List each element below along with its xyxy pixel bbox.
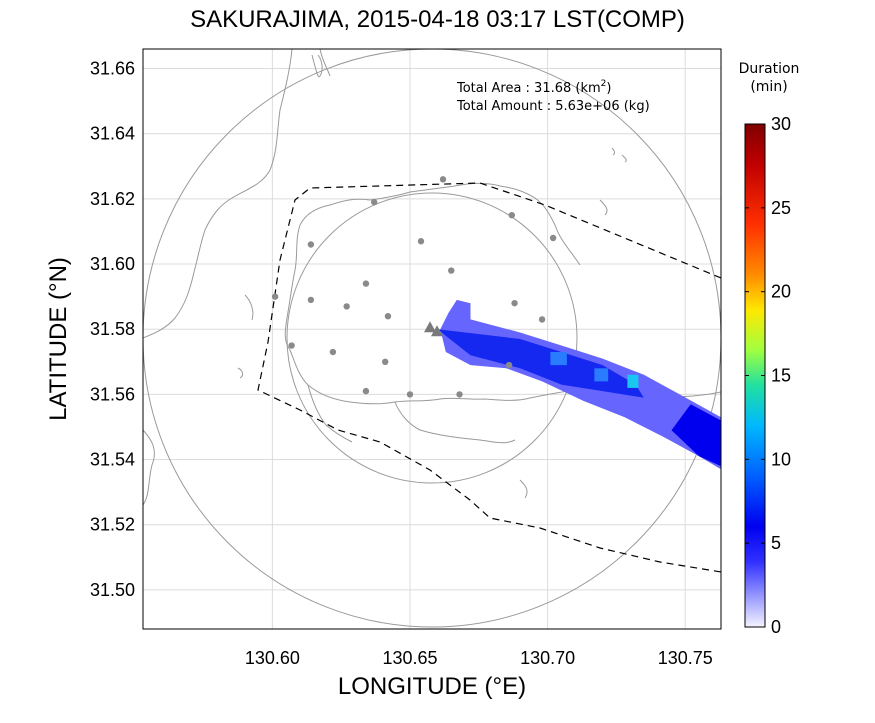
ash-plume	[437, 299, 721, 470]
station-dot	[329, 348, 337, 356]
colorbar-ticks: 30 25 20 15 10 5 0	[745, 114, 791, 637]
colorbar: Duration (min) 30 25 20 15 10 5 0	[739, 61, 800, 637]
y-tick-label: 31.52	[90, 515, 135, 535]
station-dot	[288, 342, 295, 349]
vent-triangle	[424, 321, 436, 333]
x-tick-label: 130.60	[245, 648, 300, 668]
y-tick-label: 31.58	[90, 319, 135, 339]
x-axis-label: LONGITUDE (°E)	[338, 673, 526, 700]
domain-boundary	[257, 182, 721, 573]
colorbar-tick-label: 25	[771, 198, 791, 218]
vent-marker	[424, 321, 443, 337]
vent-triangle	[431, 325, 443, 337]
y-tick-label: 31.50	[90, 580, 135, 600]
station-dot	[549, 234, 557, 242]
x-tick-label: 130.70	[520, 648, 575, 668]
inner-range-circle	[286, 192, 578, 484]
y-tick-label: 31.60	[90, 254, 135, 274]
plume-cell	[594, 368, 609, 382]
plot-frame	[142, 48, 722, 630]
colorbar-title: Duration	[739, 61, 800, 77]
colorbar-tick-label: 30	[771, 114, 791, 134]
total-amount-text: Total Amount : 5.63e+06 (kg)	[456, 99, 650, 114]
y-tick-label: 31.56	[90, 384, 135, 404]
station-dot	[439, 176, 447, 183]
colorbar-tick-label: 15	[771, 366, 791, 386]
station-dot	[511, 299, 518, 307]
station-dot	[271, 293, 279, 300]
outer-range-circle	[143, 49, 721, 628]
colorbar-tick-label: 0	[771, 617, 781, 637]
x-tick-label: 130.65	[382, 648, 437, 668]
y-tick-label: 31.66	[90, 59, 135, 79]
station-dot	[307, 241, 315, 248]
colorbar-tick-label: 10	[771, 449, 791, 469]
plume-cell	[671, 404, 721, 467]
station-dot	[382, 358, 389, 366]
x-tick-labels: 130.60 130.65 130.70 130.75	[245, 648, 713, 668]
y-tick-labels: 31.66 31.64 31.62 31.60 31.58 31.56 31.54 31.52…	[90, 59, 135, 600]
coastline	[143, 49, 721, 506]
plume-cell	[627, 374, 639, 388]
plume-cell	[437, 329, 644, 398]
station-dot	[307, 296, 315, 304]
total-area-text: Total Area : 31.68 (km2)	[456, 79, 611, 96]
station-dot	[406, 391, 414, 398]
station-dot	[384, 312, 392, 320]
station-dot	[343, 303, 350, 310]
station-dot	[508, 211, 516, 219]
station-dot	[538, 316, 546, 323]
stats-box: Total Area : 31.68 (km2) Total Amount : …	[456, 79, 650, 114]
page-title: SAKURAJIMA, 2015-04-18 03:17 LST(COMP)	[190, 6, 685, 33]
y-axis-label: LATITUDE (°N)	[45, 257, 72, 421]
station-dot	[371, 198, 378, 206]
station-dot	[417, 238, 425, 245]
station-dot	[362, 280, 370, 287]
colorbar-tick-label: 5	[771, 533, 781, 553]
y-tick-label: 31.62	[90, 189, 135, 209]
plume-cell	[550, 352, 567, 366]
range-circles	[143, 49, 721, 628]
colorbar-unit: (min)	[750, 79, 787, 95]
station-markers	[271, 176, 557, 398]
station-dot	[505, 361, 513, 369]
station-dot	[448, 267, 455, 274]
station-dot	[456, 391, 463, 398]
y-tick-label: 31.54	[90, 450, 135, 470]
station-dot	[362, 387, 370, 395]
x-tick-label: 130.75	[658, 648, 713, 668]
grid-lines	[143, 49, 721, 629]
y-tick-label: 31.64	[90, 124, 135, 144]
colorbar-tick-label: 20	[771, 282, 791, 302]
